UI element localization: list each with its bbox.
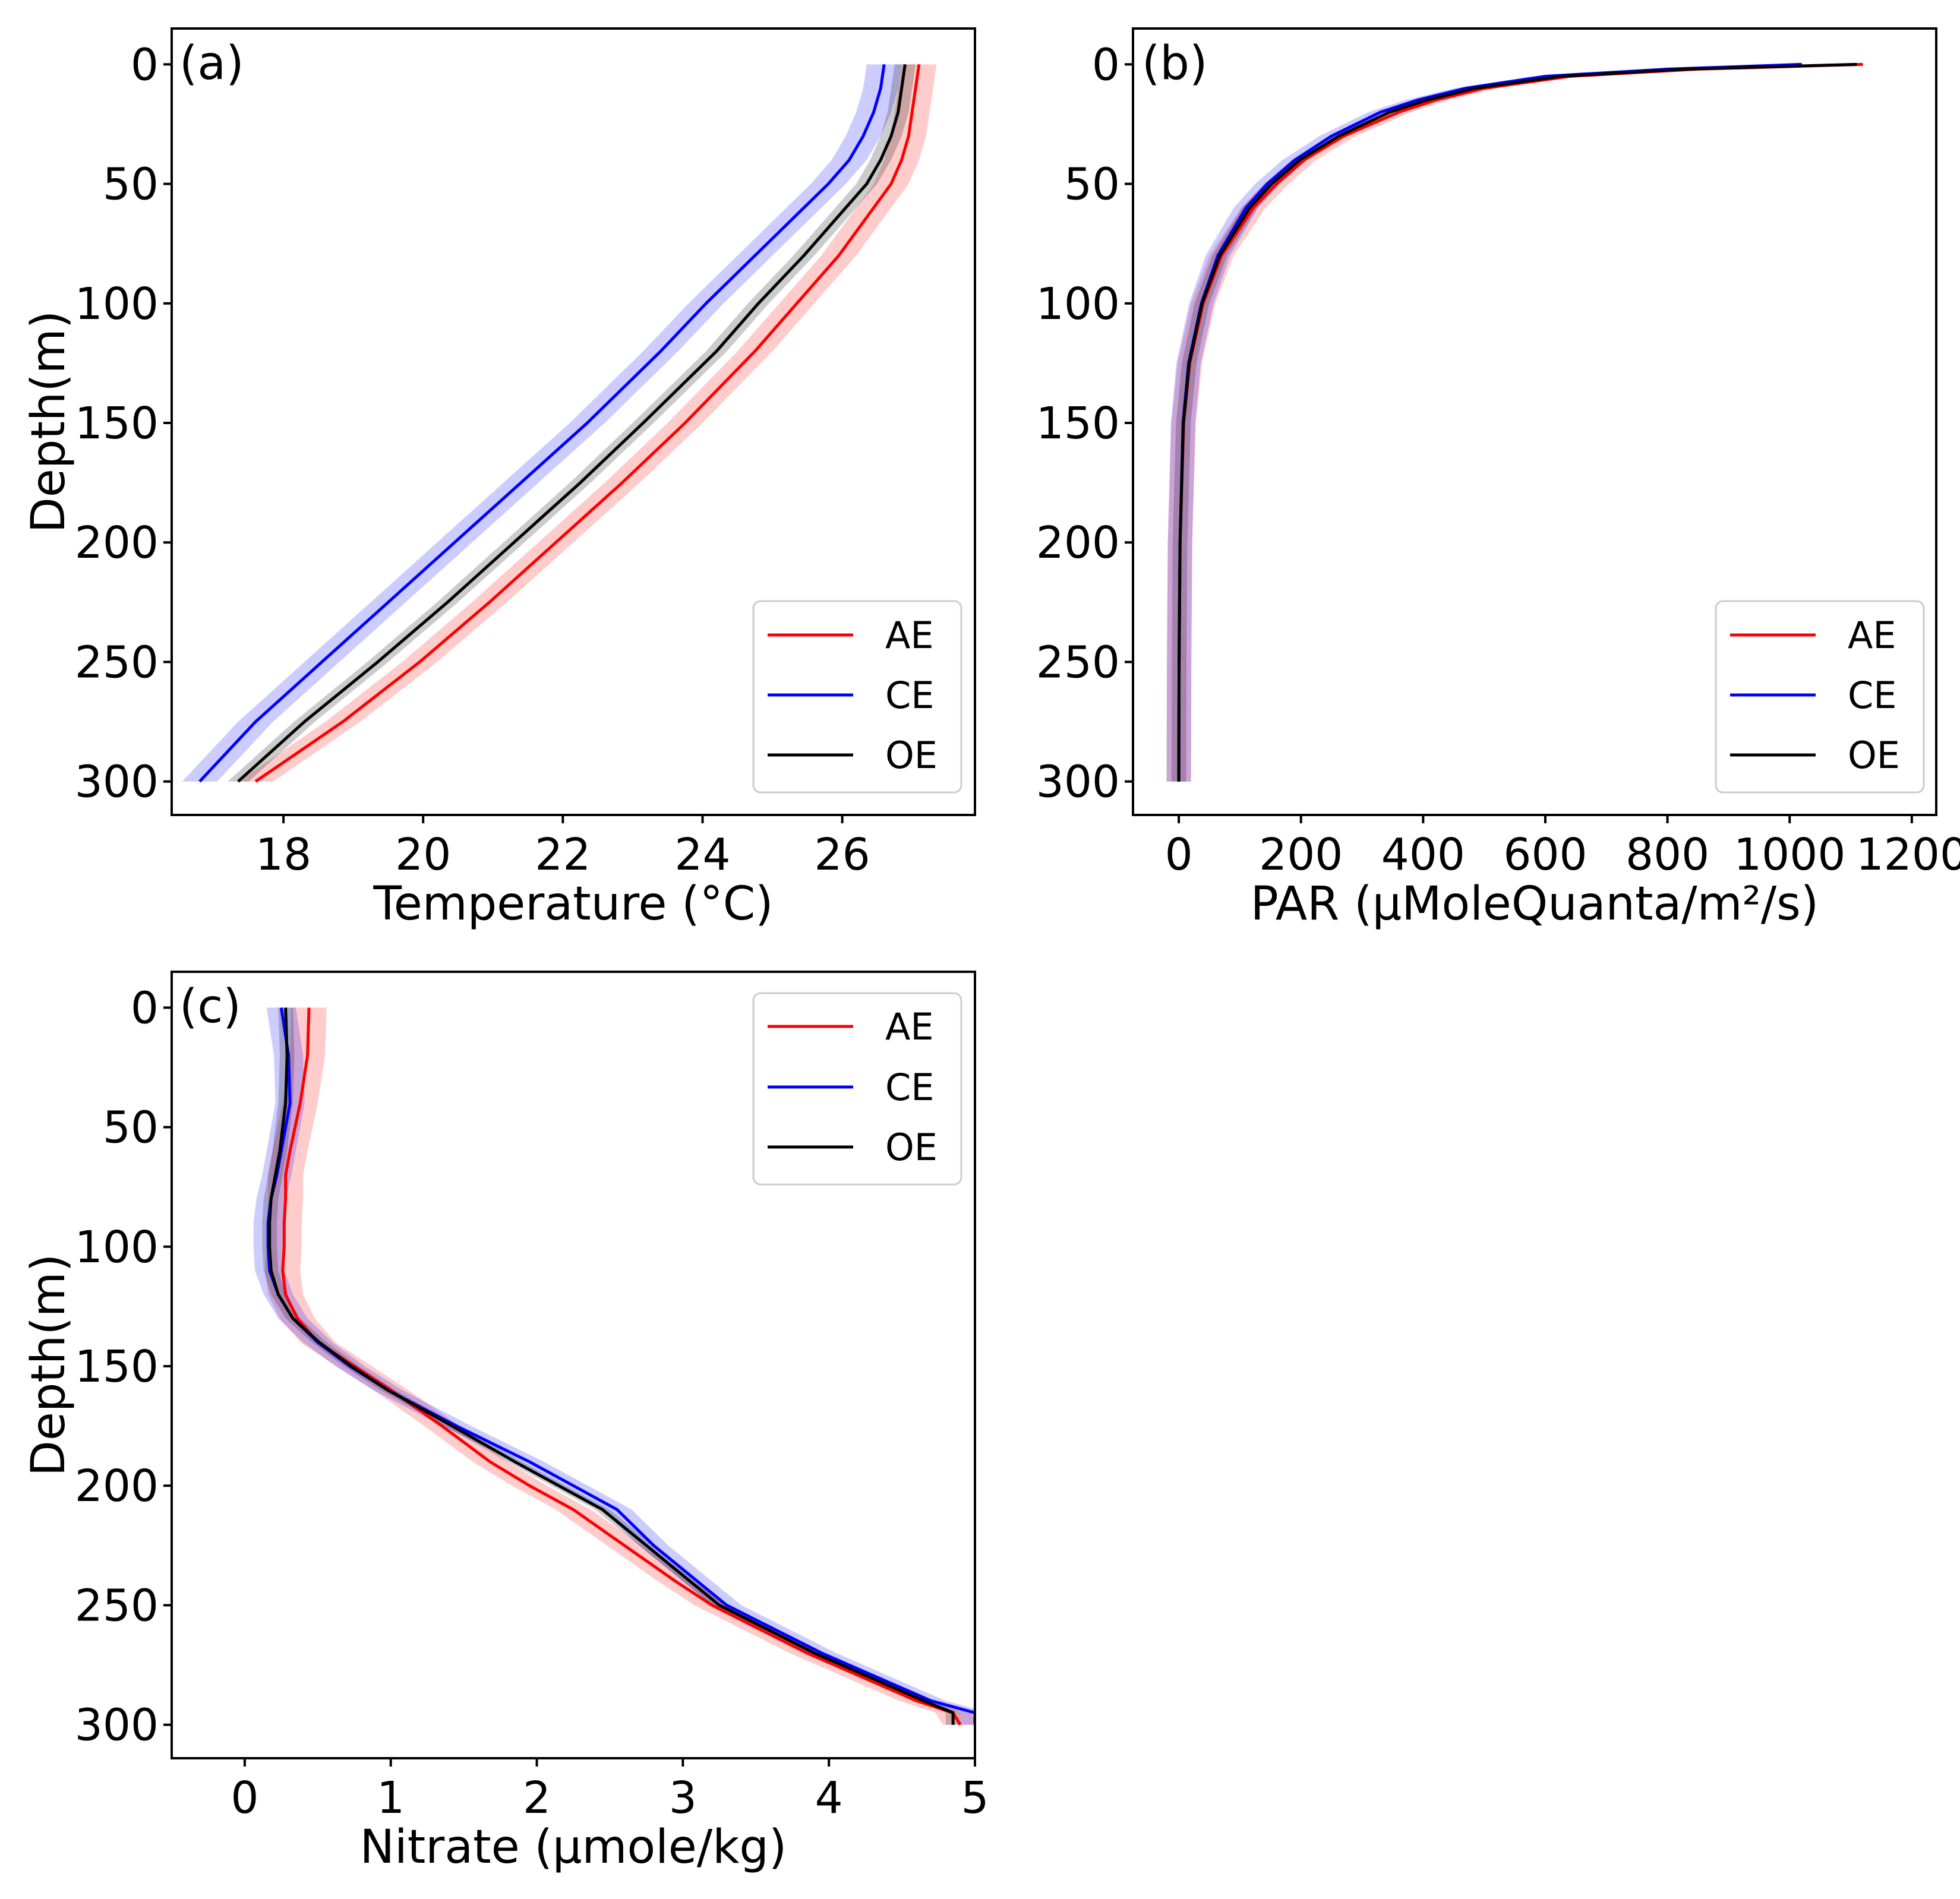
panel-a-xlabel: Temperature (°C) (373, 877, 773, 931)
panel-b-series (1166, 62, 1876, 782)
panel-b-ytick-label: 100 (1036, 279, 1120, 330)
panel-a-ytick-label: 300 (75, 757, 159, 808)
panel-c-ytick-label: 200 (75, 1461, 159, 1512)
panel-a-ytick-label: 250 (75, 637, 159, 688)
panel-a-yticks: 0 50 100 150 200 250 300 (75, 39, 172, 808)
panel-c-xtick-label: 0 (231, 1772, 258, 1824)
panel-c-xticks: 0 1 2 3 4 5 (231, 1758, 989, 1824)
panel-a-ytick-label: 150 (75, 398, 159, 449)
panel-c-ytick-label: 100 (75, 1222, 159, 1273)
panel-c-xtick-label: 4 (815, 1772, 843, 1824)
panel-b-xtick-label: 1000 (1734, 829, 1845, 880)
panel-b-plot-area (1166, 62, 1876, 782)
panel-a-legend-label-ae: AE (885, 614, 934, 657)
panel-a-xtick-label: 20 (395, 829, 451, 880)
panel-a-line-ae (254, 64, 921, 783)
panel-b-legend-label-ae: AE (1848, 614, 1896, 657)
panel-b-xtick-label: 600 (1503, 829, 1587, 880)
panel-a-legend-label-ce: CE (885, 674, 934, 717)
panel-b-xtick-label: 200 (1259, 829, 1343, 880)
panel-c-ytick-label: 0 (131, 982, 159, 1034)
panel-a-ytick-label: 200 (75, 517, 159, 568)
panel-a: 18 20 22 24 26 0 50 100 150 200 250 300 (a) Temper… (22, 27, 976, 931)
panel-a-ytick-label: 0 (131, 39, 159, 90)
panel-c-ytick-label: 50 (103, 1102, 159, 1154)
panel-a-legend: AE CE OE (752, 600, 962, 794)
panel-a-band-ce (182, 64, 902, 782)
panel-b-line-oe (1177, 62, 1857, 782)
panel-c-ytick-label: 300 (75, 1700, 159, 1751)
panel-b-yticks: 0 50 100 150 200 250 300 (1036, 39, 1133, 808)
panel-b-xtick-label: 400 (1381, 829, 1465, 880)
panel-c-yticks: 0 50 100 150 200 250 300 (75, 982, 172, 1751)
panel-c-xtick-label: 1 (377, 1772, 405, 1824)
panel-a-legend-label-oe: OE (885, 734, 938, 777)
panel-c-frame (171, 971, 976, 1759)
panel-c-ytick-label: 150 (75, 1341, 159, 1392)
panel-a-xtick-label: 26 (815, 829, 870, 880)
panel-b-xticks: 0 200 400 600 800 1000 1200 (1165, 815, 1960, 880)
panel-b-xtick-label: 1200 (1856, 829, 1960, 880)
panel-c-line-ae (281, 1007, 962, 1726)
panel-a-xtick-label: 18 (255, 829, 311, 880)
panel-a-line-oe (237, 64, 907, 783)
panel-a-ylabel: Depth(m) (22, 311, 75, 533)
panel-a-label: (a) (179, 37, 244, 90)
panel-c-legend: AE CE OE (752, 992, 962, 1186)
panel-c-legend-label-oe: OE (885, 1126, 938, 1169)
panel-c-xlabel: Nitrate (µmole/kg) (360, 1821, 787, 1874)
panel-a-xtick-label: 22 (535, 829, 591, 880)
panel-a-ytick-label: 100 (75, 279, 159, 330)
panel-c-ylabel: Depth(m) (22, 1254, 75, 1476)
panel-c-line-oe (268, 1007, 955, 1725)
panel-b: 0 200 400 600 800 1000 1200 0 50 100 150 200 250 300… (1036, 27, 1960, 931)
panel-b-ytick-label: 0 (1092, 39, 1120, 90)
panel-a-ytick-label: 50 (103, 159, 159, 210)
panel-a-plot-area (182, 64, 937, 783)
panel-a-series (182, 64, 937, 783)
panel-b-legend-box (1715, 600, 1925, 794)
panel-c-legend-box (752, 992, 962, 1186)
panel-c-xtick-label: 3 (669, 1772, 697, 1824)
panel-b-legend-label-ce: CE (1848, 674, 1896, 717)
panel-a-frame (171, 27, 976, 816)
panel-a-xticks: 18 20 22 24 26 (255, 815, 870, 880)
panel-b-xtick-label: 800 (1626, 829, 1709, 880)
panel-a-xtick-label: 24 (674, 829, 730, 880)
panel-b-ytick-label: 150 (1036, 398, 1120, 449)
panel-b-legend: AE CE OE (1715, 600, 1925, 794)
panel-c-legend-label-ae: AE (885, 1005, 934, 1048)
panel-b-ytick-label: 50 (1064, 159, 1120, 210)
panel-a-line-ce (198, 64, 886, 783)
panel-c-series (253, 1007, 975, 1726)
panel-b-frame (1132, 27, 1937, 816)
panel-b-legend-label-oe: OE (1848, 734, 1900, 777)
panel-c-legend-label-ce: CE (885, 1066, 934, 1109)
panel-b-xtick-label: 0 (1165, 829, 1193, 880)
panel-b-ytick-label: 300 (1036, 757, 1120, 808)
panel-c-xtick-label: 2 (523, 1772, 551, 1824)
panel-b-ytick-label: 200 (1036, 517, 1120, 568)
panel-c-plot-area (253, 1007, 975, 1726)
panel-a-legend-box (752, 600, 962, 794)
panel-b-xlabel: PAR (µMoleQuanta/m²/s) (1251, 877, 1819, 931)
panel-c-xtick-label: 5 (961, 1772, 989, 1824)
panel-c: 0 1 2 3 4 5 0 50 100 150 200 250 300 (c) Nitrate (µ… (22, 971, 989, 1874)
panel-c-label: (c) (179, 980, 241, 1034)
panel-c-ytick-label: 250 (75, 1580, 159, 1631)
panel-b-ytick-label: 250 (1036, 637, 1120, 688)
panel-b-label: (b) (1142, 37, 1207, 90)
